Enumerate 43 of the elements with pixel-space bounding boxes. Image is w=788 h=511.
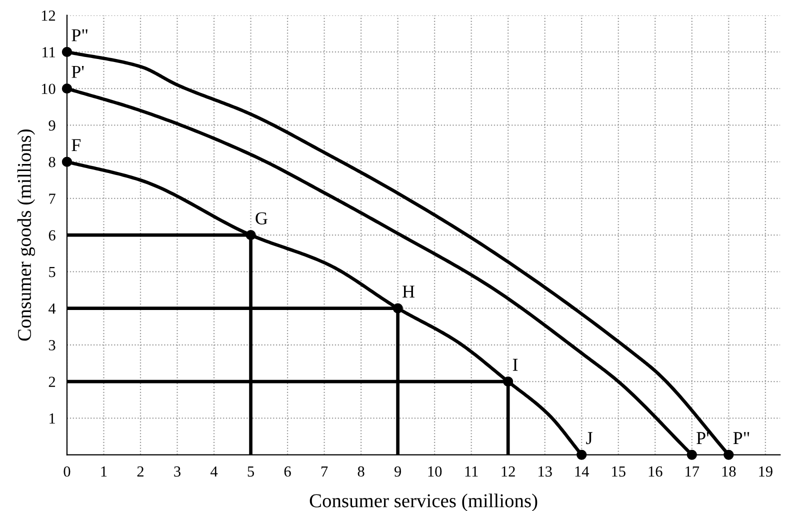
x-tick-label: 7 [321,466,328,476]
x-tick-label: 2 [137,466,144,476]
x-tick-label: 11 [465,466,478,476]
x-tick-label: 8 [358,466,364,477]
x-tick-label: 6 [284,466,291,477]
annotation: P' [72,66,84,78]
y-tick-label: 6 [48,230,56,241]
x-tick-label: 4 [210,466,218,476]
y-tick-label: 11 [42,47,55,58]
annotation: H [402,286,414,298]
y-tick-label: 7 [49,194,56,204]
y-tick-label: 4 [48,304,56,314]
x-tick-label: 19 [759,466,772,477]
annotation: G [256,212,268,224]
x-tick-label: 13 [538,466,552,477]
x-tick-label: 5 [248,466,254,477]
y-tick-label: 9 [48,120,56,131]
y-tick-label: 8 [48,156,56,168]
x-tick-label: 16 [648,466,662,477]
annotation: P' [696,432,709,444]
x-tick-label: 0 [64,466,70,477]
y-tick-label: 10 [42,84,56,94]
y-axis-title: Consumer goods (millions) [17,130,36,341]
y-tick-label: 1 [50,413,55,424]
y-tick-label: 2 [48,376,56,387]
x-tick-label: 12 [502,466,515,476]
x-tick-label: 1 [101,466,107,476]
annotation: I [512,358,518,371]
annotation: J [586,432,592,444]
x-tick-label: 3 [174,466,180,477]
x-tick-label: 14 [575,466,590,476]
x-tick-label: 17 [686,466,700,476]
x-tick-label: 9 [394,466,402,477]
y-tick-label: 3 [48,340,56,350]
x-tick-label: 18 [722,466,736,477]
y-tick-label: 12 [42,10,56,21]
x-tick-label: 10 [428,466,442,477]
annotation: P" [733,432,750,444]
x-axis-title: Consumer services (millions) [310,494,538,511]
x-tick-label: 15 [612,466,626,477]
annotation: F [72,139,81,152]
y-tick-label: 5 [49,266,56,278]
annotation: P" [72,29,88,42]
